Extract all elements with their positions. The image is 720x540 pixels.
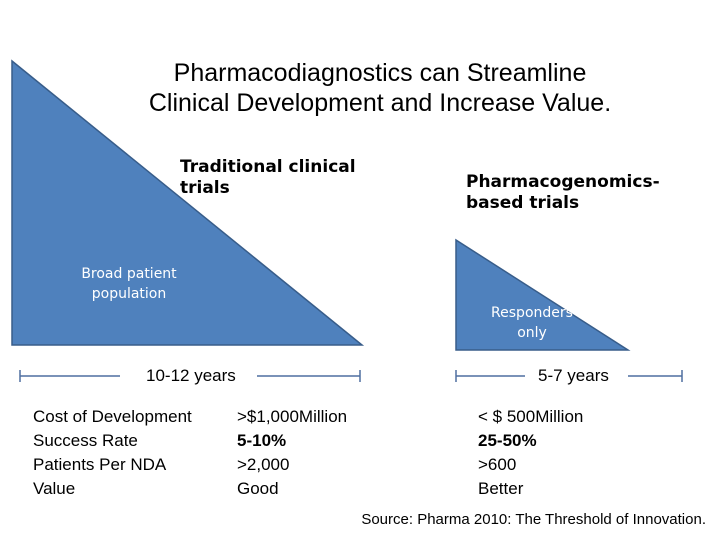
source-citation: Source: Pharma 2010: The Threshold of In… — [361, 511, 706, 528]
metric-label-cost: Cost of Development — [33, 407, 192, 426]
pgx-label-line-2: based trials — [466, 193, 580, 213]
traditional-metric-values: >$1,000Million 5-10% >2,000 Good — [237, 405, 347, 501]
pgx-years: 5-7 years — [538, 366, 609, 385]
pgx-success-rate: 25-50% — [478, 431, 537, 450]
traditional-trials-label: Traditional clinical trials — [180, 157, 356, 199]
broad-population-line-1: Broad patient — [81, 266, 177, 282]
broad-population-label: Broad patient population — [64, 264, 194, 304]
responders-line-1: Responders — [491, 305, 573, 321]
traditional-label-line-2: trials — [180, 178, 230, 198]
pgx-label-line-1: Pharmacogenomics- — [466, 172, 660, 192]
metric-labels: Cost of Development Success Rate Patient… — [33, 405, 192, 501]
traditional-years: 10-12 years — [146, 366, 236, 385]
pgx-value: Better — [478, 479, 524, 498]
traditional-success-rate: 5-10% — [237, 431, 287, 450]
pgx-patients: >600 — [478, 455, 517, 474]
traditional-label-line-1: Traditional clinical — [180, 157, 356, 177]
responders-line-2: only — [517, 325, 547, 341]
pgx-trials-label: Pharmacogenomics- based trials — [466, 172, 660, 214]
pgx-trials-triangle — [455, 238, 631, 351]
traditional-trials-triangle — [11, 59, 365, 346]
pgx-metric-values: < $ 500Million 25-50% >600 Better — [478, 405, 583, 501]
traditional-cost: >$1,000Million — [237, 407, 348, 426]
pgx-duration-bracket — [455, 370, 683, 382]
traditional-duration-bracket — [19, 370, 361, 382]
title-line-1: Pharmacodiagnostics can Streamline — [173, 59, 587, 87]
traditional-value: Good — [237, 479, 279, 498]
page-title: Pharmacodiagnostics can Streamline Clini… — [0, 58, 720, 118]
metric-label-value: Value — [33, 479, 76, 498]
traditional-patients: >2,000 — [237, 455, 290, 474]
broad-population-line-2: population — [91, 286, 167, 302]
metric-label-success: Success Rate — [33, 431, 138, 450]
pgx-cost: < $ 500Million — [478, 407, 584, 426]
metric-label-patients: Patients Per NDA — [33, 455, 167, 474]
responders-label: Responders only — [472, 303, 592, 343]
title-line-2: Clinical Development and Increase Value. — [148, 89, 612, 117]
